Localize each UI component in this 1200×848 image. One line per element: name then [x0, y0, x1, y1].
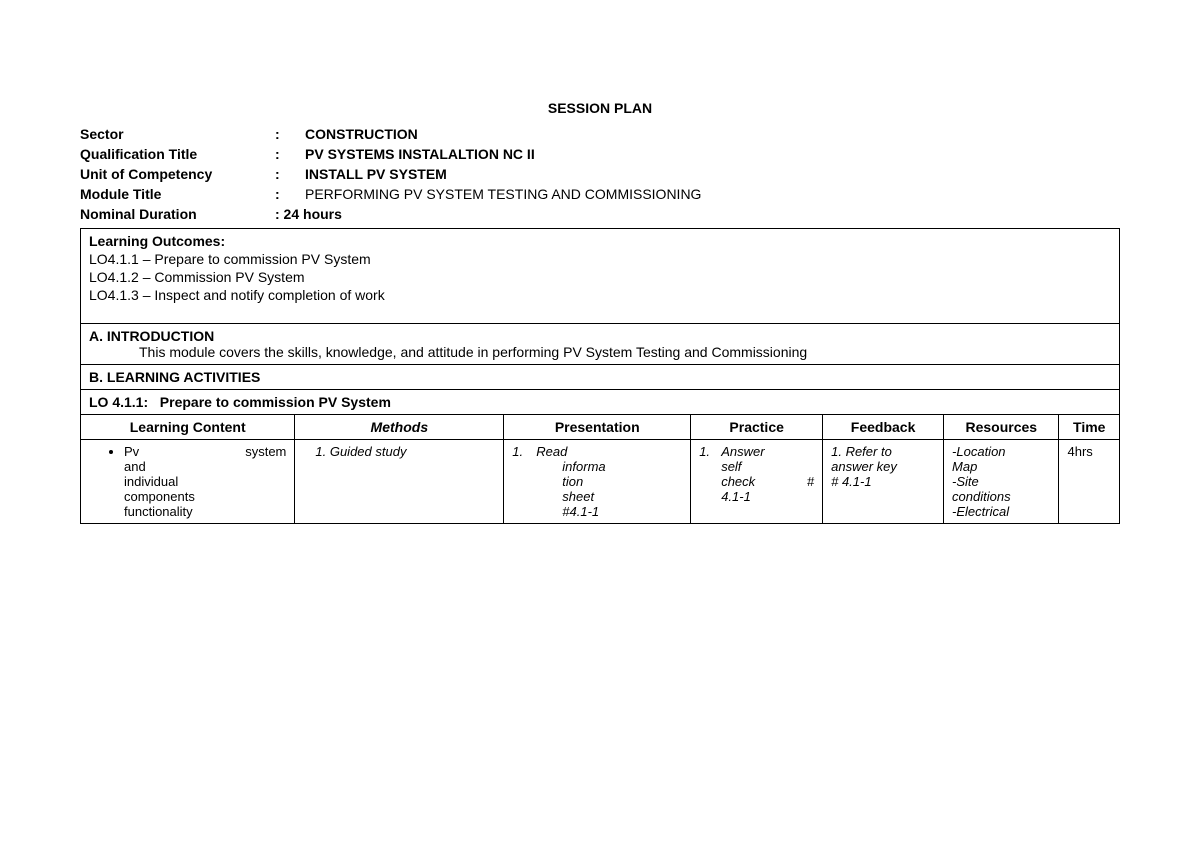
txt: informa: [512, 459, 682, 474]
col-feedback: Feedback: [823, 415, 944, 440]
txt: functionality: [124, 504, 286, 519]
txt: answer key: [831, 459, 935, 474]
txt: tion: [512, 474, 682, 489]
document-page: SESSION PLAN Sector : CONSTRUCTION Quali…: [0, 0, 1200, 524]
intro-text: This module covers the skills, knowledge…: [89, 344, 1111, 360]
txt: Map: [952, 459, 1050, 474]
table-header-row: Learning Content Methods Presentation Pr…: [81, 415, 1120, 440]
txt: # 4.1-1: [831, 474, 935, 489]
colon: :: [275, 186, 305, 202]
num: 1.: [512, 444, 536, 459]
intro-row: A. INTRODUCTION This module covers the s…: [81, 324, 1120, 365]
txt: #4.1-1: [512, 504, 682, 519]
page-title: SESSION PLAN: [80, 100, 1120, 116]
activities-header-row: B. LEARNING ACTIVITIES: [81, 365, 1120, 390]
txt: check: [721, 474, 755, 489]
table-row: Pv system and individual components func…: [81, 440, 1120, 524]
intro-header: A. INTRODUCTION: [89, 328, 1111, 344]
txt: self: [699, 459, 814, 474]
cell-presentation: 1. Read informa tion sheet #4.1-1: [504, 440, 691, 524]
txt: system: [245, 444, 286, 459]
content-item: Pv system and individual components func…: [124, 444, 286, 519]
cell-methods: 1. Guided study: [295, 440, 504, 524]
txt: sheet: [512, 489, 682, 504]
colon: :: [275, 146, 305, 162]
txt: Pv: [124, 444, 139, 459]
unit-value: INSTALL PV SYSTEM: [305, 166, 447, 182]
module-value: PERFORMING PV SYSTEM TESTING AND COMMISS…: [305, 186, 701, 202]
txt: individual: [124, 474, 286, 489]
lo2: LO4.1.2 – Commission PV System: [89, 269, 1111, 285]
cell-time: 4hrs: [1059, 440, 1120, 524]
duration-label: Nominal Duration: [80, 206, 275, 222]
col-time: Time: [1059, 415, 1120, 440]
lo1: LO4.1.1 – Prepare to commission PV Syste…: [89, 251, 1111, 267]
txt: #: [807, 474, 814, 489]
duration-value: : 24 hours: [275, 206, 342, 222]
meta-unit: Unit of Competency : INSTALL PV SYSTEM: [80, 166, 1120, 182]
cell-practice: 1. Answer self check # 4.1-1: [691, 440, 823, 524]
txt: 4.1-1: [699, 489, 814, 504]
txt: -Location: [952, 444, 1050, 459]
txt: Answer: [721, 444, 764, 459]
cell-content: Pv system and individual components func…: [81, 440, 295, 524]
unit-label: Unit of Competency: [80, 166, 275, 182]
cell-resources: -Location Map -Site conditions -Electric…: [944, 440, 1059, 524]
col-content: Learning Content: [81, 415, 295, 440]
cell-feedback: 1. Refer to answer key # 4.1-1: [823, 440, 944, 524]
lo-section-row: LO 4.1.1: Prepare to commission PV Syste…: [81, 390, 1120, 415]
meta-sector: Sector : CONSTRUCTION: [80, 126, 1120, 142]
qual-label: Qualification Title: [80, 146, 275, 162]
session-plan-table: Learning Outcomes: LO4.1.1 – Prepare to …: [80, 228, 1120, 524]
module-label: Module Title: [80, 186, 275, 202]
txt: and: [124, 459, 286, 474]
txt: conditions: [952, 489, 1050, 504]
meta-qualification: Qualification Title : PV SYSTEMS INSTALA…: [80, 146, 1120, 162]
col-methods: Methods: [295, 415, 504, 440]
sector-value: CONSTRUCTION: [305, 126, 418, 142]
lo-section: LO 4.1.1: Prepare to commission PV Syste…: [81, 390, 1120, 415]
txt: -Electrical: [952, 504, 1050, 519]
num: 1.: [699, 444, 721, 459]
outcomes-header: Learning Outcomes:: [89, 233, 1111, 249]
txt: Read: [536, 444, 567, 459]
lo3: LO4.1.3 – Inspect and notify completion …: [89, 287, 1111, 303]
meta-duration: Nominal Duration : 24 hours: [80, 206, 1120, 222]
col-presentation: Presentation: [504, 415, 691, 440]
sector-label: Sector: [80, 126, 275, 142]
colon: :: [275, 166, 305, 182]
activities-header: B. LEARNING ACTIVITIES: [81, 365, 1120, 390]
col-practice: Practice: [691, 415, 823, 440]
qual-value: PV SYSTEMS INSTALALTION NC II: [305, 146, 535, 162]
outcomes-row: Learning Outcomes: LO4.1.1 – Prepare to …: [81, 229, 1120, 324]
meta-module: Module Title : PERFORMING PV SYSTEM TEST…: [80, 186, 1120, 202]
txt: -Site: [952, 474, 1050, 489]
colon: :: [275, 126, 305, 142]
col-resources: Resources: [944, 415, 1059, 440]
txt: components: [124, 489, 286, 504]
txt: 1. Refer to: [831, 444, 935, 459]
